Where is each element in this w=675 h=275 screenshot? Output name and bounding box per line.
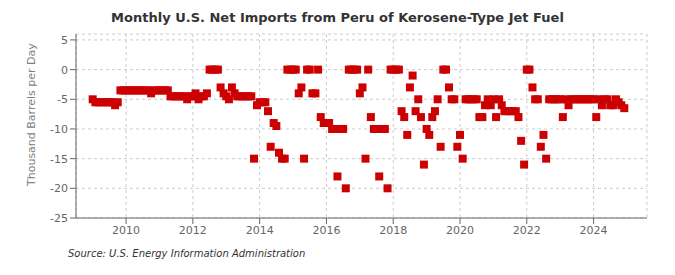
- svg-text:5: 5: [61, 34, 68, 47]
- html-text:Monthly U.S. Net Imports from: Monthly U.S. Net Imports from Peru of Ke…: [111, 10, 564, 25]
- svg-text:-10: -10: [50, 123, 68, 136]
- svg-text:0: 0: [61, 64, 68, 77]
- svg-text:2018: 2018: [379, 224, 407, 237]
- svg-text:-15: -15: [50, 153, 68, 166]
- svg-text:2012: 2012: [179, 224, 207, 237]
- svg-text:2024: 2024: [580, 224, 608, 237]
- svg-text:-20: -20: [50, 182, 68, 195]
- svg-text:2014: 2014: [246, 224, 274, 237]
- svg-text:Thousand Barrels per Day: Thousand Barrels per Day: [25, 43, 38, 187]
- html-text:Source: U.S. Energy Informatio: Source: U.S. Energy Information Administ…: [68, 248, 306, 259]
- svg-text:2020: 2020: [446, 224, 474, 237]
- svg-text:-25: -25: [50, 212, 68, 225]
- svg-text:2022: 2022: [513, 224, 541, 237]
- svg-text:-5: -5: [57, 93, 68, 106]
- svg-text:2010: 2010: [112, 224, 140, 237]
- svg-text:2016: 2016: [312, 224, 340, 237]
